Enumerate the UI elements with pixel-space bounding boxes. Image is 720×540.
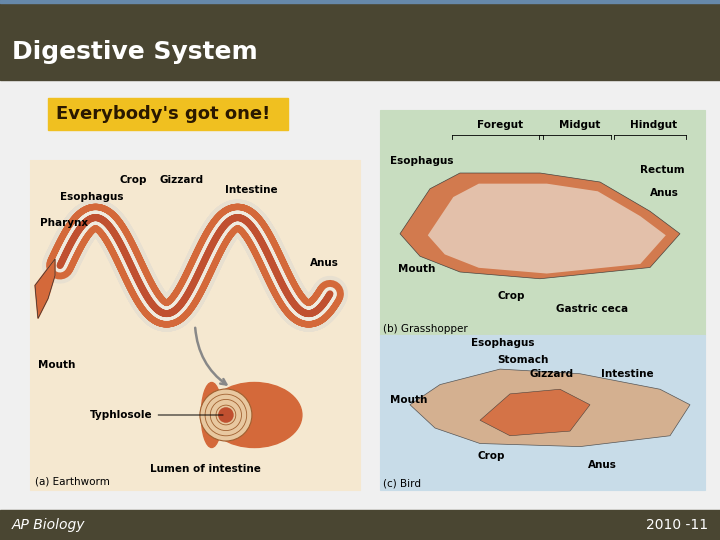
Text: 2010 -11: 2010 -11 bbox=[646, 518, 708, 532]
Ellipse shape bbox=[207, 382, 302, 448]
Polygon shape bbox=[35, 259, 55, 319]
Circle shape bbox=[200, 389, 252, 441]
Text: Intestine: Intestine bbox=[601, 369, 654, 379]
Text: (a) Earthworm: (a) Earthworm bbox=[35, 477, 110, 487]
Text: Typhlosole: Typhlosole bbox=[90, 410, 223, 420]
Text: Intestine: Intestine bbox=[225, 185, 278, 195]
Text: Lumen of intestine: Lumen of intestine bbox=[150, 464, 261, 474]
Text: Rectum: Rectum bbox=[640, 165, 685, 175]
Text: Anus: Anus bbox=[310, 258, 339, 268]
Text: Stomach: Stomach bbox=[497, 355, 549, 365]
Circle shape bbox=[218, 407, 234, 423]
Bar bbox=[0, 510, 720, 540]
Text: Gizzard: Gizzard bbox=[529, 369, 574, 379]
Text: Crop: Crop bbox=[497, 291, 524, 301]
Bar bbox=[380, 335, 705, 490]
Bar bbox=[380, 110, 705, 335]
Text: Everybody's got one!: Everybody's got one! bbox=[56, 105, 270, 123]
Text: (c) Bird: (c) Bird bbox=[383, 479, 421, 489]
Polygon shape bbox=[400, 173, 680, 279]
Text: Hindgut: Hindgut bbox=[630, 120, 678, 130]
Text: Digestive System: Digestive System bbox=[12, 40, 258, 64]
Text: Mouth: Mouth bbox=[398, 264, 436, 274]
Text: Crop: Crop bbox=[477, 451, 505, 461]
Polygon shape bbox=[428, 184, 666, 274]
Text: AP Biology: AP Biology bbox=[12, 518, 86, 532]
Text: Anus: Anus bbox=[588, 460, 617, 470]
Text: Esophagus: Esophagus bbox=[60, 192, 124, 201]
Text: Midgut: Midgut bbox=[559, 120, 600, 130]
Text: Gizzard: Gizzard bbox=[160, 175, 204, 185]
Polygon shape bbox=[410, 369, 690, 447]
Bar bbox=[0, 0, 720, 3]
Text: Pharynx: Pharynx bbox=[40, 218, 88, 228]
Polygon shape bbox=[480, 389, 590, 436]
Text: Mouth: Mouth bbox=[38, 360, 76, 370]
Text: Foregut: Foregut bbox=[477, 120, 523, 130]
Text: Gastric ceca: Gastric ceca bbox=[556, 305, 628, 314]
Bar bbox=[30, 160, 360, 490]
Text: Esophagus: Esophagus bbox=[471, 338, 534, 348]
Bar bbox=[48, 98, 288, 130]
Text: Anus: Anus bbox=[649, 187, 679, 198]
Text: Mouth: Mouth bbox=[390, 395, 428, 405]
Text: (b) Grasshopper: (b) Grasshopper bbox=[383, 324, 468, 334]
Bar bbox=[0, 0, 720, 80]
Text: Esophagus: Esophagus bbox=[390, 156, 454, 166]
Text: Crop: Crop bbox=[120, 175, 148, 185]
Ellipse shape bbox=[201, 382, 222, 448]
